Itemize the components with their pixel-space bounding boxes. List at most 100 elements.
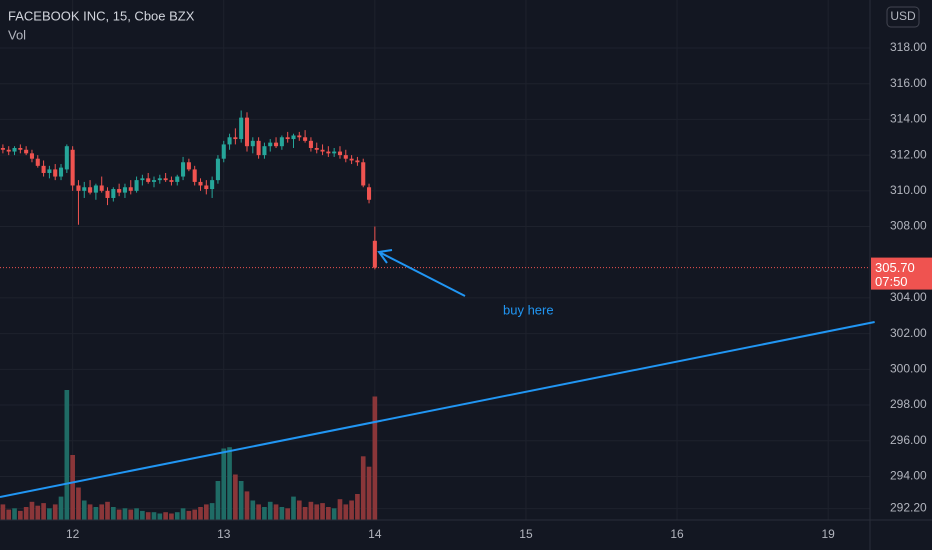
volume-bar xyxy=(18,510,23,520)
candle-body xyxy=(35,158,40,166)
volume-bar xyxy=(203,504,209,520)
volume-bar xyxy=(302,507,308,520)
chart-title: FACEBOOK INC, 15, Cboe BZX xyxy=(8,8,195,23)
candle-body xyxy=(88,187,93,193)
x-tick-label: 15 xyxy=(519,527,533,541)
candle-body xyxy=(250,140,255,147)
candle-body xyxy=(320,149,325,152)
candle-body xyxy=(24,149,29,154)
candle-body xyxy=(198,181,203,186)
candle-body xyxy=(291,135,296,140)
y-tick-label: 312.00 xyxy=(890,147,927,161)
candle-body xyxy=(41,165,46,173)
overlay-layer xyxy=(0,267,875,498)
volume-bar xyxy=(343,504,349,520)
candle-body xyxy=(337,151,343,156)
candle-body xyxy=(70,149,75,186)
volume-bar xyxy=(349,500,354,520)
volume-bar xyxy=(273,504,279,520)
volume-bar xyxy=(337,499,343,520)
volume-bar xyxy=(291,496,296,520)
candle-body xyxy=(233,137,238,140)
candle-body xyxy=(117,189,122,193)
volume-bar xyxy=(360,456,366,520)
volume-bar xyxy=(192,509,198,520)
x-tick-label: 19 xyxy=(821,527,835,541)
candle-body xyxy=(227,137,232,145)
volume-bar xyxy=(41,503,46,520)
volume-bar xyxy=(267,501,273,520)
candle-body xyxy=(105,190,110,198)
candle-body xyxy=(326,151,331,154)
volume-bar xyxy=(186,510,192,520)
grid xyxy=(0,0,870,520)
candle-body xyxy=(192,169,197,182)
candle-body xyxy=(18,147,23,150)
candle-layer xyxy=(0,110,377,270)
candle-body xyxy=(47,169,52,173)
y-tick-label: 310.00 xyxy=(890,183,927,197)
candle-body xyxy=(12,147,17,152)
last-price-label: 305.70 xyxy=(875,260,915,275)
candle-body xyxy=(0,147,5,150)
candle-body xyxy=(181,162,186,177)
annotation-arrow xyxy=(380,252,466,297)
candle-body xyxy=(343,155,348,159)
volume-bar xyxy=(116,509,122,520)
candle-body xyxy=(210,180,215,190)
volume-bar xyxy=(296,500,302,520)
volume-bar xyxy=(140,510,145,520)
volume-bar xyxy=(320,503,325,520)
volume-bar xyxy=(163,512,168,520)
chart-subtitle: Vol xyxy=(8,27,26,42)
candle-body xyxy=(163,178,168,181)
volume-bar xyxy=(238,481,244,520)
volume-bar xyxy=(151,512,157,520)
y-tick-label: 300.00 xyxy=(890,362,927,376)
volume-bar xyxy=(12,508,17,520)
y-tick-label: 318.00 xyxy=(890,40,927,54)
candle-body xyxy=(367,187,372,200)
volume-bar xyxy=(29,501,35,520)
y-tick-label: 294.00 xyxy=(890,469,927,483)
volume-bar xyxy=(169,513,174,520)
annotation-arrowhead xyxy=(377,249,393,264)
candle-body xyxy=(268,142,273,147)
volume-bar xyxy=(308,501,314,520)
candle-body xyxy=(349,158,354,161)
candle-body xyxy=(332,151,337,154)
candle-body xyxy=(146,178,151,182)
volume-bar xyxy=(215,481,221,520)
candle-body xyxy=(6,149,11,152)
volume-bar xyxy=(122,508,128,520)
volume-bar xyxy=(285,508,290,520)
candle-body xyxy=(308,140,313,148)
candle-body xyxy=(82,187,87,191)
x-tick-label: 14 xyxy=(368,527,382,541)
candle-body xyxy=(151,180,157,182)
candle-body xyxy=(99,185,104,191)
volume-bar xyxy=(250,500,256,520)
candle-body xyxy=(274,142,279,147)
candle-body xyxy=(93,185,98,193)
candle-body xyxy=(285,137,290,140)
volume-bar xyxy=(76,487,81,520)
volume-bar xyxy=(355,494,360,520)
candle-body xyxy=(244,117,250,147)
volume-bar xyxy=(326,507,331,520)
candle-body xyxy=(53,169,58,177)
candle-body xyxy=(134,180,139,191)
candle-body xyxy=(355,160,360,163)
candle-body xyxy=(122,187,127,193)
volume-bar xyxy=(331,508,337,520)
y-tick-label: 308.00 xyxy=(890,219,927,233)
candle-body xyxy=(175,176,180,182)
volume-bar xyxy=(233,474,238,520)
volume-bar xyxy=(52,504,58,520)
candle-body xyxy=(58,167,64,177)
currency-badge[interactable] xyxy=(886,6,920,28)
volume-bar xyxy=(262,507,267,520)
y-tick-label: 302.00 xyxy=(890,326,927,340)
